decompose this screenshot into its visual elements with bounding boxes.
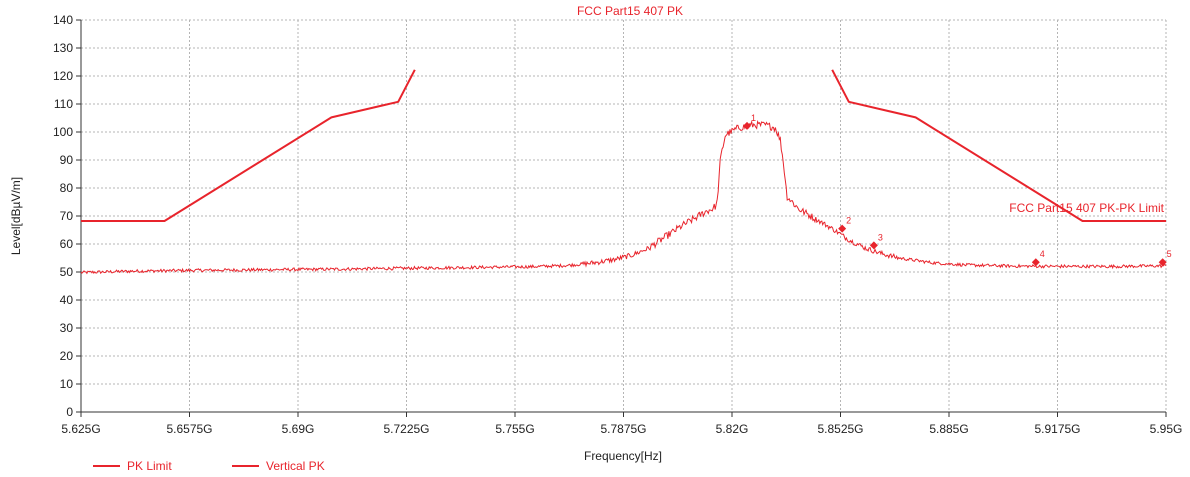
- legend-label-pk-limit: PK Limit: [127, 459, 172, 473]
- marker-1: [743, 121, 752, 130]
- x-tick-label: 5.7225G: [383, 422, 429, 436]
- x-tick-label: 5.625G: [61, 422, 100, 436]
- axes: [76, 19, 1167, 417]
- marker-label-1: 1: [751, 113, 756, 123]
- marker-3: [869, 241, 878, 250]
- marker-2: [838, 224, 847, 233]
- y-tick-label: 110: [54, 97, 73, 111]
- y-tick-label: 70: [60, 209, 74, 223]
- y-tick-label: 10: [60, 377, 74, 391]
- marker-5: [1158, 258, 1167, 267]
- x-tick-label: 5.8525G: [817, 422, 863, 436]
- legend-item-pk-limit: PK Limit: [93, 459, 172, 473]
- pk-limit-line: [81, 69, 416, 222]
- y-tick-label: 120: [53, 69, 73, 83]
- marker-label-3: 3: [878, 232, 883, 242]
- x-tick-label: 5.69G: [282, 422, 315, 436]
- pk-limit-line: [831, 69, 1166, 222]
- marker-label-4: 4: [1040, 249, 1045, 259]
- x-tick-label: 5.755G: [495, 422, 534, 436]
- x-tick-label: 5.6575G: [166, 422, 212, 436]
- y-tick-label: 80: [60, 181, 74, 195]
- y-tick-label: 60: [60, 237, 74, 251]
- y-tick-label: 100: [53, 125, 73, 139]
- y-tick-label: 140: [53, 13, 73, 27]
- y-tick-label: 0: [66, 405, 73, 419]
- chart-title: FCC Part15 407 PK: [577, 4, 683, 18]
- y-tick-label: 130: [53, 41, 73, 55]
- marker-layer: 1 2 3 4 5: [743, 113, 1172, 267]
- x-tick-label: 5.82G: [716, 422, 749, 436]
- legend: PK Limit Vertical PK: [93, 459, 325, 473]
- y-tick-label: 90: [60, 153, 74, 167]
- y-tick-label: 40: [60, 293, 74, 307]
- x-tick-label: 5.885G: [929, 422, 968, 436]
- legend-label-vertical-pk: Vertical PK: [266, 459, 325, 473]
- legend-item-vertical-pk: Vertical PK: [232, 459, 325, 473]
- series-layer: [80, 69, 1167, 275]
- x-axis-title: Frequency[Hz]: [584, 449, 662, 463]
- x-tick-label: 5.7875G: [600, 422, 646, 436]
- limit-label: FCC Part15 407 PK-PK Limit: [1009, 201, 1164, 215]
- vertical-pk-line: [80, 119, 1167, 275]
- marker-label-5: 5: [1167, 249, 1172, 259]
- y-tick-label: 30: [60, 321, 74, 335]
- marker-label-2: 2: [846, 216, 851, 226]
- y-tick-label: 50: [60, 265, 74, 279]
- y-tick-label: 20: [60, 349, 74, 363]
- y-axis-title: Level[dBµV/m]: [9, 177, 23, 255]
- x-tick-label: 5.9175G: [1034, 422, 1080, 436]
- marker-4: [1031, 258, 1040, 267]
- tick-labels: 5.625G 5.6575G 5.69G 5.7225G 5.755G 5.7875G 5.…: [53, 13, 1182, 436]
- x-tick-label: 5.95G: [1150, 422, 1183, 436]
